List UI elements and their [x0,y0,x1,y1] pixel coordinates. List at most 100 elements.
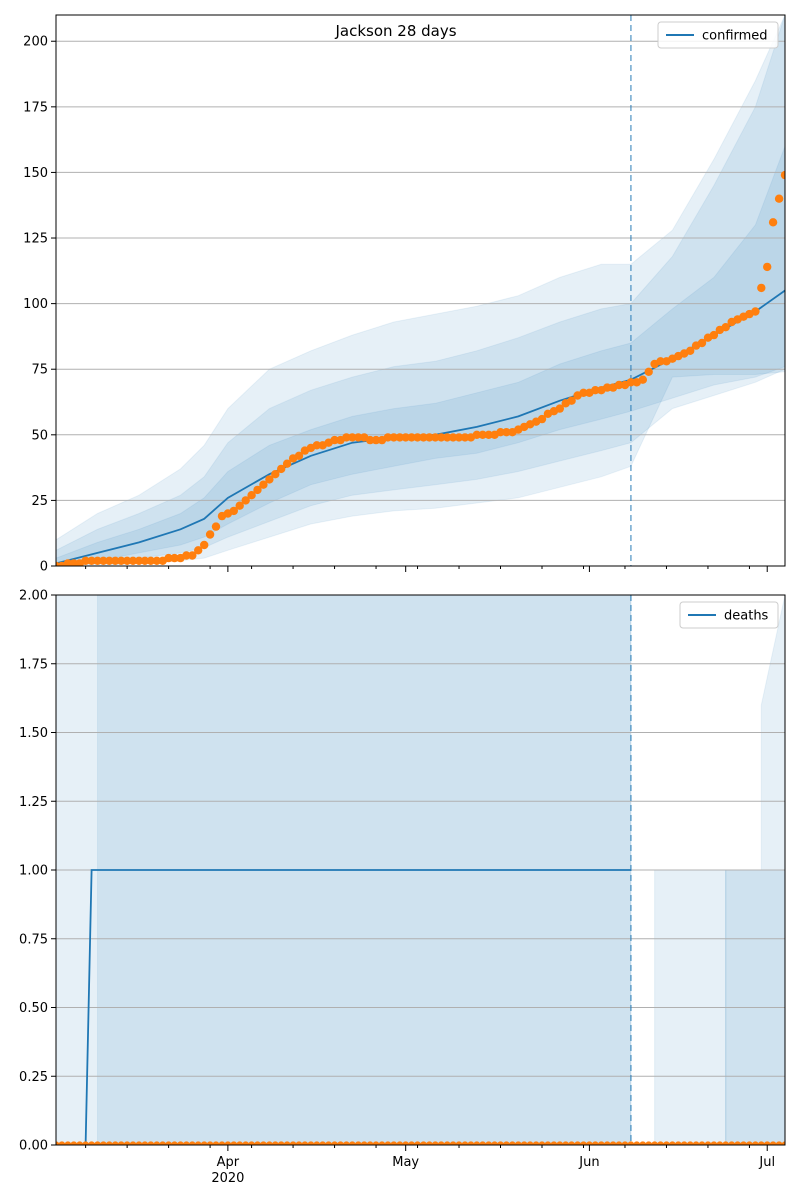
observed-point [164,553,173,563]
observed-point [485,1141,493,1145]
observed-point [579,388,588,397]
observed-point [395,433,404,442]
observed-point [556,1141,564,1145]
confirmed-legend: confirmed [657,21,779,49]
observed-point [763,262,772,272]
observed-point [236,1141,244,1145]
observed-point [81,556,90,565]
observed-point [128,556,138,565]
observed-point [99,556,108,565]
observed-point [152,556,161,565]
observed-point [728,1141,736,1145]
observed-point [443,1141,451,1145]
observed-point [87,556,96,565]
observed-point [550,1141,558,1145]
observed-point [431,433,440,442]
observed-point [419,1141,428,1145]
observed-point [88,1141,96,1145]
x-tick-label: Apr [217,1155,240,1170]
observed-point [99,1141,107,1145]
chart-title: Jackson 28 days [334,22,456,40]
observed-point [478,430,487,439]
observed-point [389,433,398,442]
y-tick-label: 125 [23,232,48,247]
observed-point [241,496,250,505]
observed-point [668,1141,676,1145]
observed-point [437,433,446,442]
observed-point [698,1141,706,1145]
deaths-panel: 0.00 0.25 0.50 0.75 1.00 1.25 1.50 1.75 2.00 Apr… [19,589,786,1186]
observed-point [591,1141,599,1145]
y-tick-label: 75 [31,363,48,378]
observed-point [105,1141,113,1145]
observed-point [82,1141,90,1145]
observed-point [408,1141,416,1145]
observed-point [277,1141,285,1145]
observed-point [627,1141,635,1145]
observed-point [401,433,410,442]
observed-point [253,485,262,495]
observed-point [141,1141,149,1145]
legend-label: deaths [724,609,769,624]
observed-point [242,1141,250,1145]
observed-point [402,1141,410,1145]
observed-point [194,546,203,555]
observed-point [555,404,564,413]
legend-box [657,21,779,49]
observed-point [413,433,422,442]
observed-point [502,428,511,437]
observed-point [229,506,238,516]
observed-point [751,307,760,316]
observed-point [674,1141,682,1145]
observed-point [390,1141,398,1145]
y-tick-label: 2.00 [19,589,48,604]
observed-point [289,1141,297,1145]
observed-point [105,556,114,565]
observed-point [780,170,785,180]
observed-point [484,430,493,439]
observed-point [336,1141,345,1145]
observed-point [425,1141,433,1145]
legend-label: confirmed [702,29,768,44]
observed-point [609,1141,617,1145]
observed-point [366,1141,374,1145]
observed-point [745,1141,753,1145]
x-tick-label: Jun [578,1155,599,1170]
observed-point [146,556,155,565]
uncertainty-band [56,15,785,566]
observed-point [709,330,719,340]
observed-point [514,1141,522,1145]
observed-point [651,1141,659,1145]
observed-point [140,556,150,565]
observed-point [211,522,221,531]
observed-point [448,433,458,442]
observed-point [633,1141,641,1145]
observed-point [775,1141,783,1145]
deaths-observed-points [56,1141,785,1145]
observed-point [579,1141,588,1145]
observed-point [312,441,321,450]
observed-point [271,470,280,479]
observed-point [603,1141,611,1145]
confirmed-bands [56,15,785,566]
observed-point [621,1141,629,1145]
y-tick-label: 1.75 [19,657,48,672]
observed-point [645,1141,653,1145]
observed-point [277,464,286,474]
y-tick-label: 1.00 [19,864,48,879]
observed-point [508,1141,516,1145]
observed-point [781,1141,785,1145]
observed-point [502,1141,510,1145]
observed-point [454,433,464,442]
observed-point [378,1141,386,1145]
observed-point [384,1141,392,1145]
x-tick-sublabel: 2020 [211,1171,244,1186]
observed-point [716,1141,724,1145]
observed-point [567,396,576,405]
deaths-y-ticks: 0.00 0.25 0.50 0.75 1.00 1.25 1.50 1.75 2.00 [19,589,56,1154]
observed-point [117,556,126,565]
confirmed-y-grid [56,40,785,567]
observed-point [294,451,304,460]
observed-point [93,556,102,565]
observed-point [205,530,215,539]
